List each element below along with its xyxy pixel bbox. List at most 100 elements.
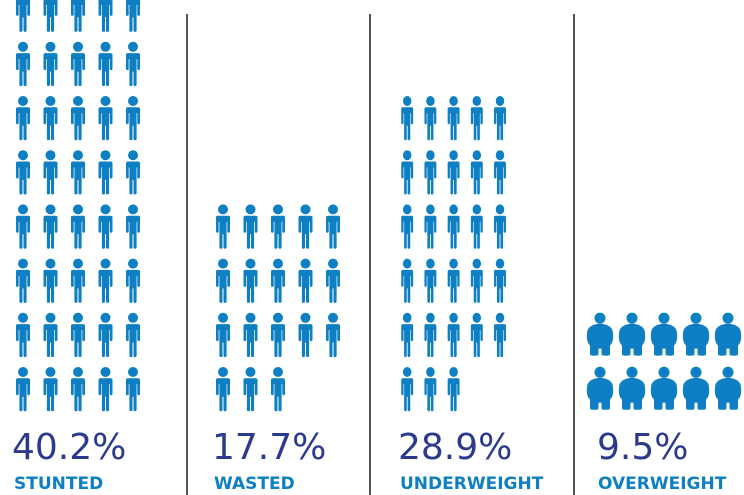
- person-icon: [243, 312, 258, 358]
- person-icon: [243, 258, 258, 303]
- column-divider: [369, 14, 371, 495]
- person-icon: [424, 367, 437, 412]
- wasted-icon-group: [216, 204, 340, 412]
- overweight-label: OVERWEIGHT: [598, 474, 727, 494]
- person-icon: [447, 150, 460, 195]
- person-icon: [447, 367, 460, 412]
- person-icon: [470, 150, 483, 195]
- person-icon: [401, 258, 414, 303]
- person-icon: [71, 204, 85, 249]
- underweight-icon-group: [401, 96, 506, 412]
- person-icon: [71, 96, 85, 141]
- stunted-percentage: 40.2%: [12, 427, 127, 468]
- person-icon: [71, 258, 85, 303]
- person-icon: [298, 204, 313, 249]
- overweight-person-icon: [650, 366, 678, 410]
- person-icon: [470, 258, 483, 303]
- person-icon: [470, 312, 483, 358]
- person-icon: [43, 150, 58, 195]
- person-icon: [401, 312, 414, 358]
- person-icon: [494, 150, 506, 195]
- person-icon: [126, 204, 140, 249]
- overweight-person-icon: [682, 312, 710, 356]
- person-icon: [216, 204, 230, 249]
- person-icon: [401, 204, 414, 249]
- person-icon: [216, 367, 230, 412]
- person-icon: [494, 258, 506, 303]
- person-icon: [71, 150, 85, 195]
- column-divider: [573, 14, 575, 495]
- person-icon: [126, 150, 140, 195]
- person-icon: [424, 312, 437, 358]
- person-icon: [98, 150, 113, 195]
- person-icon: [271, 258, 285, 303]
- person-icon: [16, 312, 30, 358]
- overweight-person-icon: [714, 312, 742, 356]
- person-icon: [98, 96, 113, 141]
- person-icon: [98, 41, 113, 87]
- underweight-percentage: 28.9%: [398, 427, 513, 468]
- person-icon: [126, 0, 140, 32]
- person-icon: [424, 150, 437, 195]
- person-icon: [470, 204, 483, 249]
- person-icon: [424, 204, 437, 249]
- person-icon: [494, 204, 506, 249]
- overweight-person-icon: [650, 312, 678, 356]
- person-icon: [16, 367, 30, 412]
- underweight-label: UNDERWEIGHT: [400, 474, 544, 494]
- column-divider: [186, 14, 188, 495]
- person-icon: [447, 312, 460, 358]
- person-icon: [71, 0, 85, 32]
- person-icon: [298, 312, 313, 358]
- overweight-person-icon: [618, 366, 646, 410]
- person-icon: [126, 367, 140, 412]
- person-icon: [98, 0, 113, 32]
- overweight-icon-group: [586, 312, 742, 410]
- wasted-percentage: 17.7%: [212, 427, 327, 468]
- person-icon: [243, 204, 258, 249]
- person-icon: [126, 96, 140, 141]
- person-icon: [16, 150, 30, 195]
- person-icon: [424, 96, 437, 141]
- person-icon: [126, 258, 140, 303]
- person-icon: [401, 367, 414, 412]
- person-icon: [16, 96, 30, 141]
- person-icon: [447, 258, 460, 303]
- person-icon: [16, 204, 30, 249]
- overweight-person-icon: [682, 366, 710, 410]
- person-icon: [43, 258, 58, 303]
- person-icon: [271, 204, 285, 249]
- person-icon: [401, 96, 414, 141]
- person-icon: [126, 41, 140, 87]
- person-icon: [71, 367, 85, 412]
- overweight-person-icon: [586, 366, 614, 410]
- person-icon: [16, 258, 30, 303]
- person-icon: [126, 312, 140, 358]
- person-icon: [216, 258, 230, 303]
- person-icon: [71, 312, 85, 358]
- person-icon: [71, 41, 85, 87]
- person-icon: [271, 312, 285, 358]
- person-icon: [401, 150, 414, 195]
- person-icon: [243, 367, 258, 412]
- stunted-label: STUNTED: [14, 474, 104, 494]
- wasted-label: WASTED: [214, 474, 295, 494]
- person-icon: [43, 204, 58, 249]
- person-icon: [98, 258, 113, 303]
- person-icon: [494, 96, 506, 141]
- person-icon: [16, 0, 30, 32]
- person-icon: [298, 258, 313, 303]
- person-icon: [43, 312, 58, 358]
- person-icon: [216, 312, 230, 358]
- person-icon: [43, 41, 58, 87]
- person-icon: [447, 204, 460, 249]
- person-icon: [326, 258, 340, 303]
- person-icon: [424, 258, 437, 303]
- person-icon: [43, 96, 58, 141]
- person-icon: [43, 0, 58, 32]
- person-icon: [98, 204, 113, 249]
- overweight-person-icon: [618, 312, 646, 356]
- person-icon: [326, 312, 340, 358]
